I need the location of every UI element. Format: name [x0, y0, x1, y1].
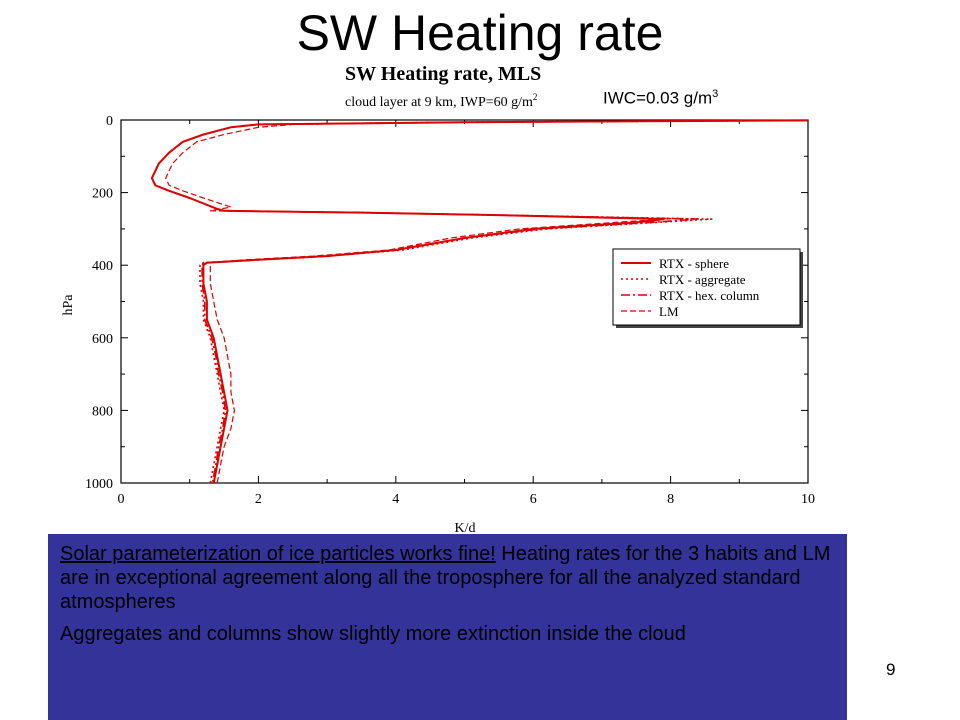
x-tick-label: 0	[118, 492, 125, 507]
slide-number: 9	[886, 660, 896, 679]
chart-title: SW Heating rate, MLS	[345, 63, 541, 85]
x-tick-label: 4	[392, 492, 399, 507]
x-tick-label: 6	[530, 492, 537, 507]
chart-subtitle-sup: 2	[533, 92, 538, 102]
x-axis-label: K/d	[455, 521, 476, 536]
chart-subtitle: cloud layer at 9 km, IWP=60 g/m2	[345, 92, 537, 110]
x-tick-label: 8	[667, 492, 674, 507]
legend-label-0: RTX - sphere	[659, 256, 729, 271]
chart-series	[150, 119, 809, 484]
slide-title: SW Heating rate	[296, 5, 664, 61]
y-tick-label: 1000	[85, 477, 113, 492]
y-axis-label: hPa	[61, 294, 76, 316]
x-tick-label: 10	[801, 492, 815, 507]
legend-label-3: LM	[659, 304, 679, 319]
chart-axes: 0 2 4 6 8 10 0 200 400 600 800 1000	[85, 114, 815, 507]
y-tick-label: 800	[92, 404, 113, 419]
chart-subtitle-text: cloud layer at 9 km, IWP=60 g/m	[345, 95, 533, 110]
y-tick-label: 200	[92, 187, 113, 202]
series-line-2	[151, 119, 809, 484]
x-tick-label: 2	[255, 492, 262, 507]
summary-paragraph-1: Solar parameterization of ice particles …	[60, 542, 835, 614]
series-line-3	[165, 119, 809, 484]
iwc-annotation-text: IWC=0.03 g/m	[603, 88, 713, 108]
iwc-annotation: IWC=0.03 g/m3	[603, 88, 718, 109]
summary-paragraph-2: Aggregates and columns show slightly mor…	[60, 623, 686, 645]
legend-box	[612, 248, 801, 326]
summary-rest: Heating rates for the 3 habits and LM ar…	[60, 543, 831, 613]
summary-textbox: Solar parameterization of ice particles …	[48, 534, 847, 720]
legend-label-2: RTX - hex. column	[659, 288, 760, 303]
summary-underlined: Solar parameterization of ice particles …	[60, 543, 496, 565]
y-tick-label: 600	[92, 332, 113, 347]
y-tick-label: 400	[92, 259, 113, 274]
y-tick-label: 0	[106, 114, 113, 129]
legend-label-1: RTX - aggregate	[659, 272, 746, 287]
iwc-annotation-sup: 3	[712, 88, 719, 100]
